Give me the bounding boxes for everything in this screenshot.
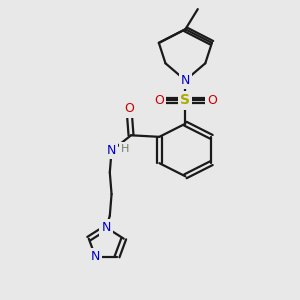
Text: O: O (124, 103, 134, 116)
Text: N: N (91, 250, 100, 263)
Text: N: N (181, 74, 190, 87)
Text: S: S (180, 94, 190, 107)
Text: H: H (121, 144, 129, 154)
Text: O: O (154, 94, 164, 107)
Text: N: N (102, 221, 111, 234)
Text: N: N (107, 144, 116, 157)
Text: O: O (207, 94, 217, 107)
